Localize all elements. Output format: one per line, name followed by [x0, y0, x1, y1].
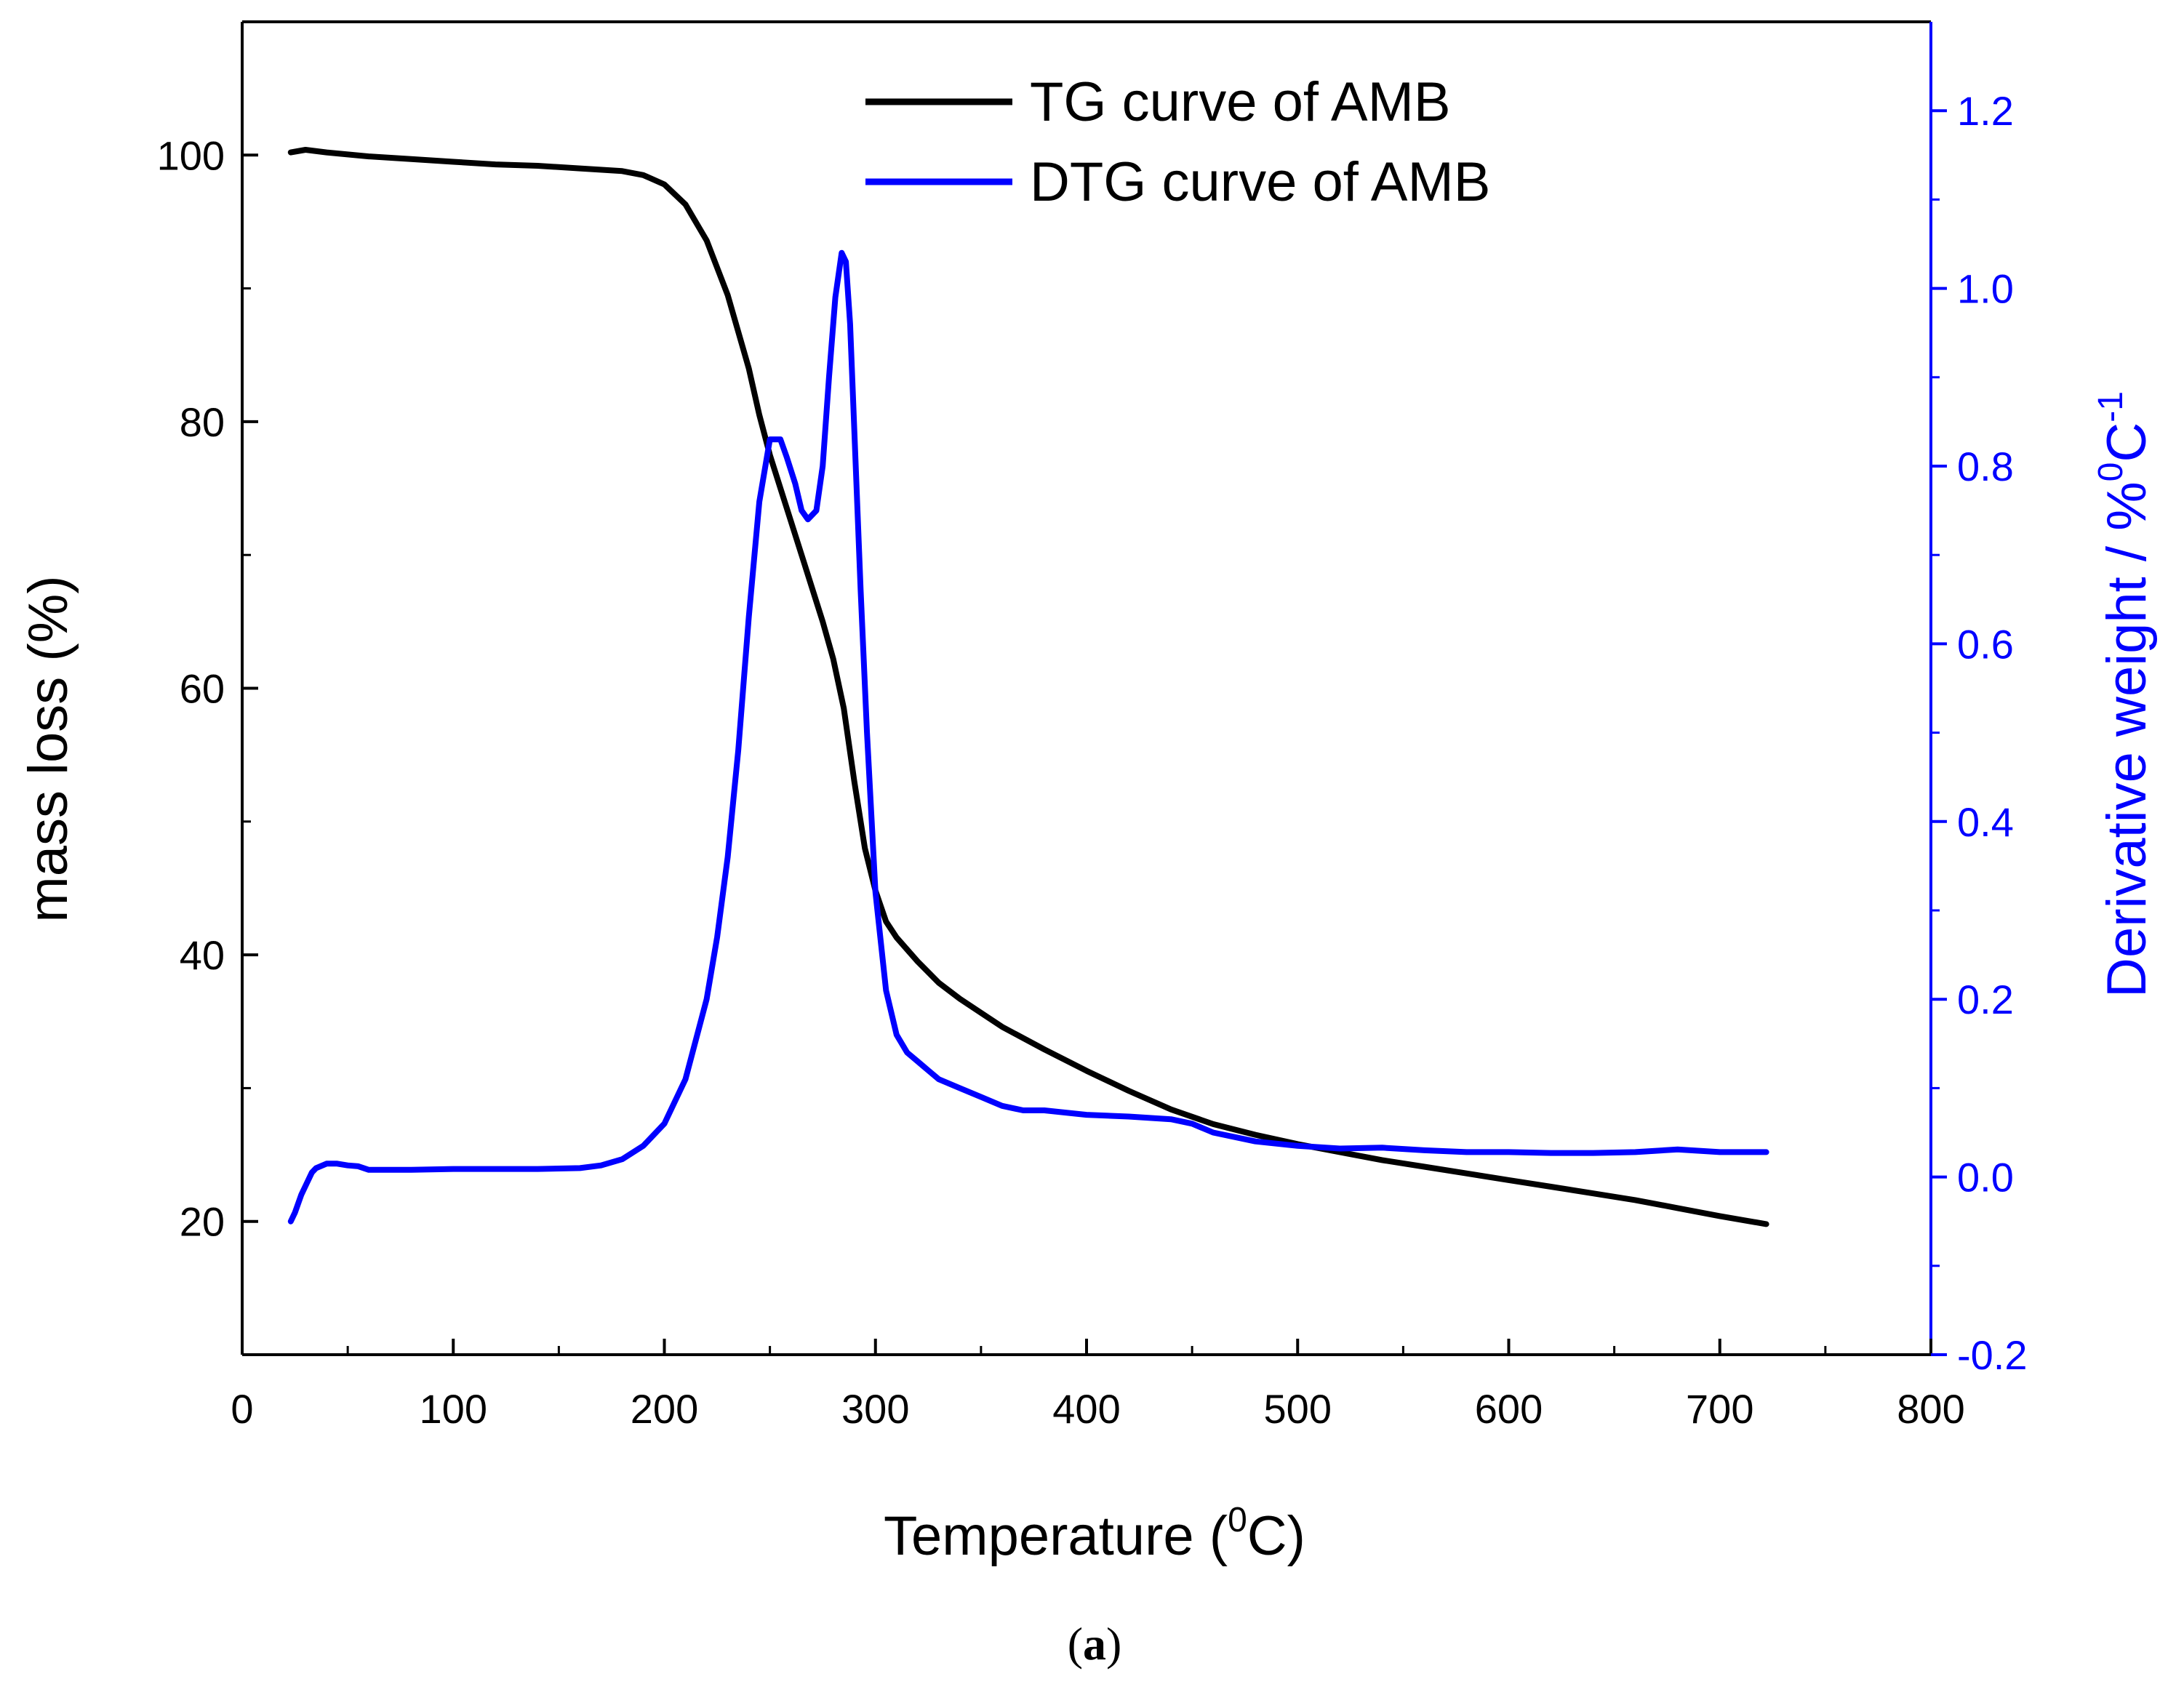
y-right-title-sup1: 0	[2092, 462, 2130, 482]
caption-open: (	[1068, 1618, 1083, 1670]
y-left-ticks: 20 40 60 80 100	[157, 20, 258, 1245]
x-ticks: 0 100 200 300 400 500 600 700 800	[231, 1339, 1965, 1432]
y-left-tick-label-100: 100	[157, 132, 225, 178]
x-tick-label-0: 0	[231, 1386, 253, 1432]
dtg-curve-line	[287, 249, 1769, 1225]
y-left-tick-label-60: 60	[180, 666, 225, 712]
y-left-tick-label-20: 20	[180, 1199, 225, 1245]
y-right-tick-label-0.0: 0.0	[1957, 1155, 2014, 1201]
y-left-tick-label-80: 80	[180, 399, 225, 445]
x-tick-label-700: 700	[1686, 1386, 1753, 1432]
y-right-tick-label-0.4: 0.4	[1957, 799, 2014, 845]
caption-letter: a	[1083, 1618, 1106, 1670]
y-right-title-text: Derivative weight / %	[2096, 481, 2158, 998]
y-right-title-sup2: -1	[2092, 391, 2130, 422]
axes	[241, 20, 1932, 1356]
x-axis-title: Temperature (0C)	[884, 1501, 1305, 1567]
y-right-tick-label-1.0: 1.0	[1957, 266, 2014, 312]
y-right-ticks: -0.2 0.0 0.2 0.4 0.6 0.8 1.0 1.2	[1931, 88, 2028, 1378]
x-tick-label-800: 800	[1897, 1386, 1964, 1432]
legend-label-dtg: DTG curve of AMB	[1030, 151, 1491, 213]
y-right-tick-label-0.8: 0.8	[1957, 444, 2014, 489]
x-axis-title-sup: 0	[1228, 1501, 1247, 1539]
x-tick-label-100: 100	[420, 1386, 487, 1432]
legend: TG curve of AMB DTG curve of AMB	[865, 71, 1491, 213]
y-right-tick-label--0.2: -0.2	[1957, 1332, 2028, 1378]
y-right-tick-label-1.2: 1.2	[1957, 88, 2014, 134]
x-tick-label-200: 200	[631, 1386, 698, 1432]
tg-curve-line	[287, 147, 1769, 1227]
caption-close: )	[1106, 1618, 1121, 1670]
x-tick-label-600: 600	[1475, 1386, 1543, 1432]
x-tick-label-300: 300	[841, 1386, 909, 1432]
y-right-tick-label-0.6: 0.6	[1957, 621, 2014, 667]
y-right-title-mid: C	[2096, 422, 2158, 462]
x-tick-label-400: 400	[1052, 1386, 1120, 1432]
x-tick-label-500: 500	[1264, 1386, 1332, 1432]
y-left-axis-title: mass loss (%)	[17, 575, 79, 922]
y-right-tick-label-0.2: 0.2	[1957, 977, 2014, 1022]
legend-label-tg: TG curve of AMB	[1030, 71, 1451, 133]
series-lines	[287, 147, 1769, 1227]
figure-caption: (a)	[1068, 1618, 1122, 1670]
y-left-tick-label-40: 40	[180, 932, 225, 978]
y-right-axis-title: Derivative weight / %0C-1	[2092, 391, 2158, 998]
x-axis-title-text: Temperature (	[884, 1505, 1228, 1567]
x-axis-title-suffix: C)	[1247, 1505, 1305, 1567]
